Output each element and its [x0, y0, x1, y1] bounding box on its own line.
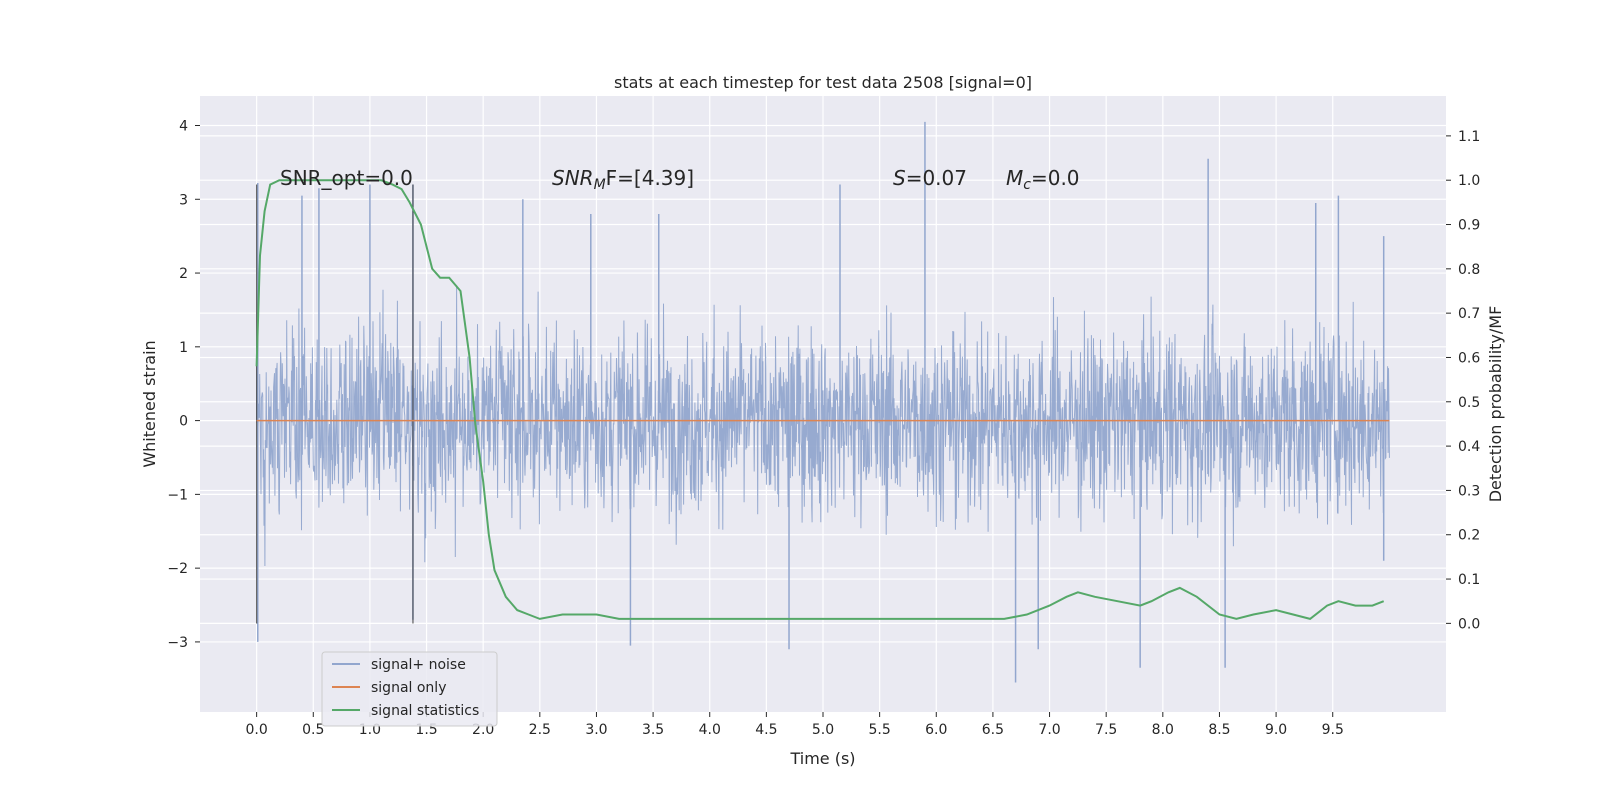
y2-tick-label: 0.7	[1458, 306, 1480, 322]
y2-tick-label: 1.0	[1458, 173, 1480, 189]
y2-tick-label: 0.6	[1458, 350, 1480, 366]
x-tick-label: 5.0	[812, 722, 834, 738]
x-tick-label: 0.5	[302, 722, 324, 738]
x-tick-label: 4.0	[699, 722, 721, 738]
y-tick-label: 2	[179, 266, 188, 282]
x-tick-label: 8.0	[1152, 722, 1174, 738]
x-tick-label: 0.0	[246, 722, 268, 738]
y2-tick-label: 0.4	[1458, 439, 1480, 455]
y2-axis-label: Detection probability/MF	[1486, 306, 1505, 503]
y-axis-ticks: 4 3 2 1 0 −1 −2 −3	[167, 119, 200, 651]
legend: signal+ noise signal only signal statist…	[321, 651, 498, 727]
snr-mf-base: SNR	[552, 166, 594, 190]
y-tick-label: 1	[179, 340, 188, 356]
x-tick-label: 2.5	[529, 722, 551, 738]
y-tick-label: −1	[167, 487, 188, 503]
y2-tick-label: 0.8	[1458, 262, 1480, 278]
annotation-snr-mf: SNRMF=[4.39]	[552, 166, 694, 193]
legend-label-noise: signal+ noise	[371, 657, 466, 673]
y-tick-label: 0	[179, 414, 188, 430]
legend-label-statistics: signal statistics	[371, 703, 479, 719]
annotation-s: S=0.07	[893, 166, 967, 190]
x-tick-label: 6.0	[925, 722, 947, 738]
y2-tick-label: 0.9	[1458, 218, 1480, 234]
chart-title: stats at each timestep for test data 250…	[614, 73, 1032, 92]
y-tick-label: 4	[179, 119, 188, 135]
x-tick-label: 8.5	[1208, 722, 1230, 738]
y-tick-label: −3	[167, 635, 188, 651]
s-var: S	[893, 166, 906, 190]
legend-label-signal: signal only	[371, 680, 446, 696]
noise-trace	[256, 285, 1390, 567]
annotation-mc: Mc=0.0	[1006, 166, 1080, 193]
x-tick-label: 3.5	[642, 722, 664, 738]
x-tick-label: 7.0	[1038, 722, 1060, 738]
marker-lines	[256, 184, 414, 624]
signal-noise-series	[256, 121, 1390, 683]
y-tick-label: −2	[167, 561, 188, 577]
y2-tick-label: 0.1	[1458, 572, 1480, 588]
x-tick-label: 9.5	[1322, 722, 1344, 738]
y2-tick-label: 0.5	[1458, 395, 1480, 411]
snr-mf-sub: M	[594, 177, 606, 193]
signal-statistics-series	[255, 179, 1385, 620]
mc-sub: c	[1023, 177, 1031, 193]
s-rest: =0.07	[906, 166, 967, 190]
y-axis-label: Whitened strain	[140, 340, 159, 467]
x-tick-label: 9.0	[1265, 722, 1287, 738]
x-tick-label: 6.5	[982, 722, 1004, 738]
x-tick-label: 7.5	[1095, 722, 1117, 738]
legend-box	[321, 651, 498, 727]
annotation-snr-opt: SNR_opt=0.0	[280, 166, 413, 190]
y-tick-label: 3	[179, 192, 188, 208]
snr-mf-rest: F=[4.39]	[606, 166, 694, 190]
x-axis-label: Time (s)	[789, 749, 855, 768]
y2-axis-ticks: 1.1 1.0 0.9 0.8 0.7 0.6 0.5 0.4 0.3 0.2 0.1 0.0	[1446, 129, 1480, 632]
mc-rest: =0.0	[1031, 166, 1080, 190]
mc-var: M	[1006, 166, 1023, 190]
y2-tick-label: 0.3	[1458, 483, 1480, 499]
y2-tick-label: 0.0	[1458, 616, 1480, 632]
x-tick-label: 3.0	[585, 722, 607, 738]
y2-tick-label: 1.1	[1458, 129, 1480, 145]
y2-tick-label: 0.2	[1458, 528, 1480, 544]
x-tick-label: 5.5	[869, 722, 891, 738]
x-tick-label: 4.5	[755, 722, 777, 738]
